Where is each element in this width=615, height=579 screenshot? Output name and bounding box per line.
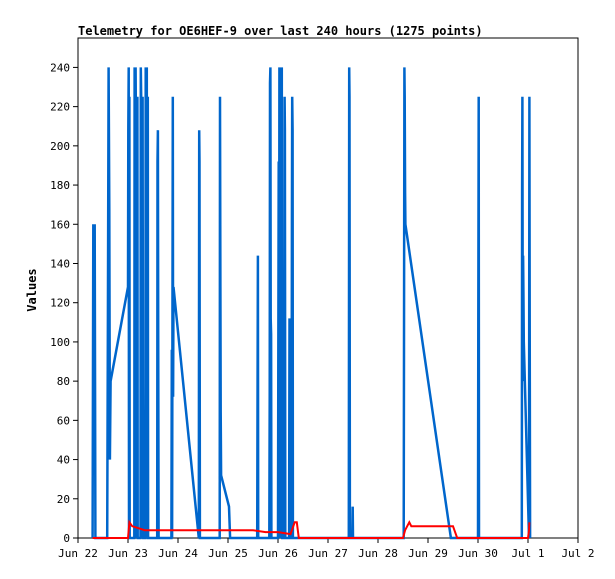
y-tick-label: 80 (57, 375, 70, 388)
chart-title: Telemetry for OE6HEF-9 over last 240 hou… (78, 24, 483, 38)
y-tick-label: 100 (50, 336, 70, 349)
x-tick-label: Jun 30 (458, 547, 498, 560)
y-axis-label: Values (25, 268, 39, 311)
y-tick-label: 0 (63, 532, 70, 545)
x-tick-label: Jun 22 (58, 547, 98, 560)
y-tick-label: 40 (57, 454, 70, 467)
x-tick-label: Jun 29 (408, 547, 448, 560)
y-tick-label: 160 (50, 218, 70, 231)
x-tick-label: Jun 28 (358, 547, 398, 560)
x-tick-label: Jul 2 (561, 547, 594, 560)
x-tick-label: Jun 26 (258, 547, 298, 560)
y-tick-label: 20 (57, 493, 70, 506)
series-line-1 (91, 67, 532, 540)
plot-frame (77, 37, 579, 539)
y-tick-label: 140 (50, 257, 70, 270)
x-tick-label: Jun 23 (108, 547, 148, 560)
x-tick-label: Jun 27 (308, 547, 348, 560)
y-tick-label: 120 (50, 297, 70, 310)
x-tick-label: Jun 25 (208, 547, 248, 560)
series-line-2 (92, 519, 531, 539)
x-tick-label: Jun 24 (158, 547, 198, 560)
series-layer (91, 67, 532, 540)
y-tick-label: 220 (50, 101, 70, 114)
y-axis: 0 20 40 60 80 100 120 140 160 180 200 220 240 (50, 61, 78, 545)
x-tick-label: Jul 1 (511, 547, 544, 560)
y-tick-label: 240 (50, 61, 70, 74)
y-tick-label: 60 (57, 414, 70, 427)
y-tick-label: 180 (50, 179, 70, 192)
x-axis: Jun 22 Jun 23 Jun 24 Jun 25 Jun 26 Jun 27 Jun … (58, 538, 595, 560)
y-tick-label: 200 (50, 140, 70, 153)
